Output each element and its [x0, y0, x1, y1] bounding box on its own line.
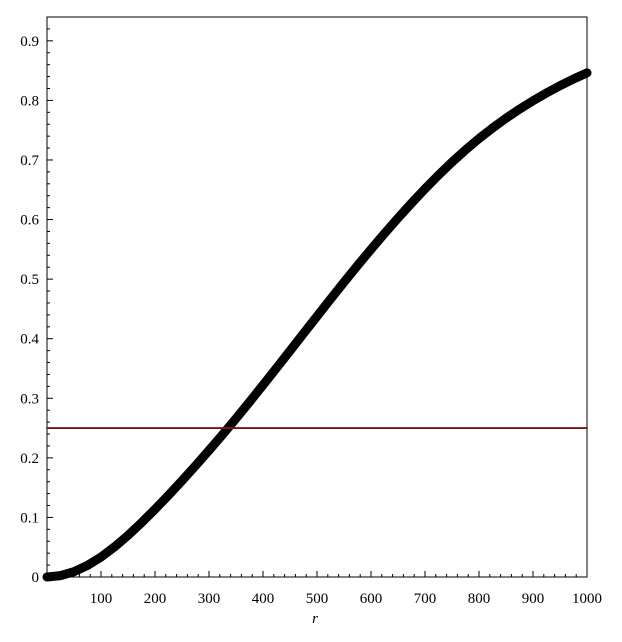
y-tick-label-0.4: 0.4	[20, 332, 39, 348]
y-tick-label-0.7: 0.7	[20, 153, 39, 169]
x-tick-label-100: 100	[90, 591, 113, 607]
x-tick-label-700: 700	[414, 591, 437, 607]
x-axis-label: r	[312, 611, 318, 627]
y-tick-label-0.1: 0.1	[20, 510, 39, 526]
y-tick-label-0: 0	[32, 570, 40, 586]
series-curve-line	[42, 68, 592, 582]
plot-frame	[46, 16, 588, 578]
x-tick-label-900: 900	[522, 591, 545, 607]
x-tick-label-200: 200	[144, 591, 167, 607]
x-tick-label-500: 500	[306, 591, 329, 607]
x-tick-label-800: 800	[468, 591, 491, 607]
y-tick-label-0.2: 0.2	[20, 451, 39, 467]
x-tick-label-300: 300	[198, 591, 221, 607]
x-tick-label-600: 600	[360, 591, 383, 607]
y-tick-label-0.6: 0.6	[20, 213, 39, 229]
y-tick-label-0.9: 0.9	[20, 34, 39, 50]
x-tick-label-1000: 1000	[572, 591, 602, 607]
y-tick-label-0.3: 0.3	[20, 391, 39, 407]
y-tick-label-0.8: 0.8	[20, 93, 39, 109]
y-tick-label-0.5: 0.5	[20, 272, 39, 288]
x-tick-label-400: 400	[252, 591, 275, 607]
